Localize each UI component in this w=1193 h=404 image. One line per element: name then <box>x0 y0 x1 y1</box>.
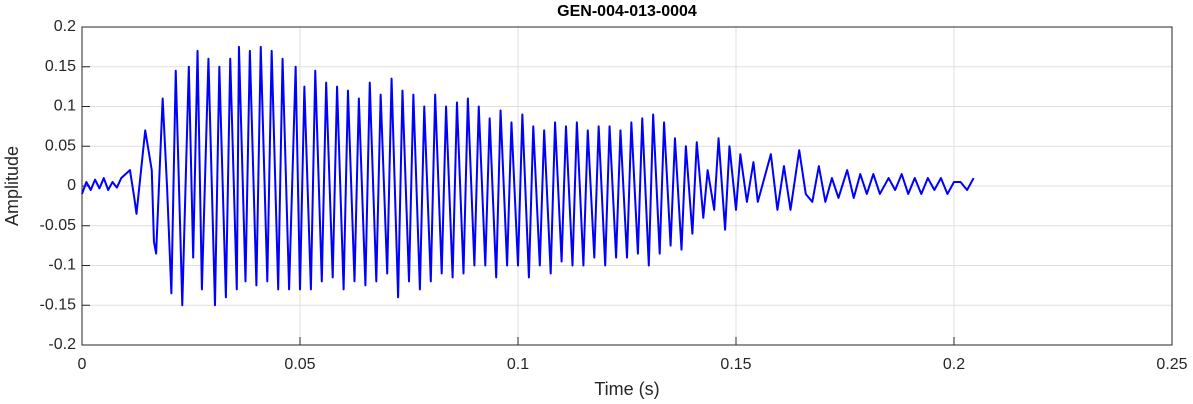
y-tick-label: 0.1 <box>54 98 76 115</box>
y-tick-label: 0 <box>67 177 76 194</box>
waveform-line <box>81 45 975 307</box>
x-tick-label: 0.15 <box>720 356 751 373</box>
y-tick-label: -0.15 <box>40 296 77 313</box>
y-axis-label: Amplitude <box>2 146 22 226</box>
x-tick-label: 0.05 <box>284 356 315 373</box>
x-tick-label: 0 <box>78 356 87 373</box>
y-tick-label: -0.2 <box>48 336 76 353</box>
x-tick-label: 0.1 <box>507 356 529 373</box>
x-tick-label: 0.2 <box>943 356 965 373</box>
y-tick-label: -0.05 <box>40 217 77 234</box>
y-tick-label: 0.05 <box>45 137 76 154</box>
chart-title: GEN-004-013-0004 <box>557 3 697 20</box>
axes-box <box>81 26 1173 346</box>
x-tick-label: 0.25 <box>1156 356 1187 373</box>
y-tick-label: 0.2 <box>54 18 76 35</box>
y-tick-label: 0.15 <box>45 58 76 75</box>
y-tick-label: -0.1 <box>48 257 76 274</box>
x-axis-label: Time (s) <box>594 379 659 399</box>
